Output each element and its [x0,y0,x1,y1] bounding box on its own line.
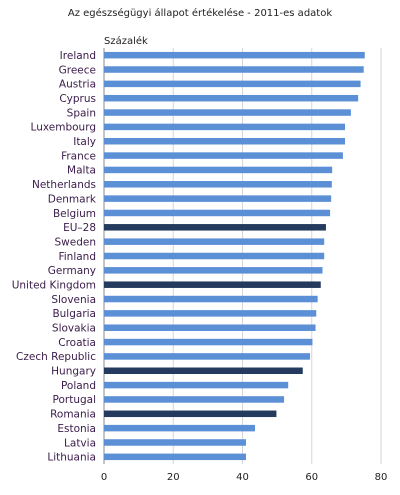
bar-sweden [104,238,325,245]
bar-france [104,152,343,159]
bar-poland [104,381,289,389]
bar-estonia [104,424,255,432]
category-label: Lithuania [47,452,96,464]
bar-bulgaria [104,310,317,317]
category-label: Belgium [53,208,96,220]
x-tick-label: 60 [305,472,318,483]
category-label: Hungary [51,366,96,378]
x-tick-label: 80 [375,472,388,483]
category-label: Denmark [48,193,97,205]
bar-lithuania [104,453,246,461]
x-tick-label: 40 [236,472,249,483]
category-label: Czech Republic [16,351,96,363]
bar-united-kingdom [104,281,321,288]
bar-ireland [104,51,365,59]
category-label: Netherlands [32,179,96,191]
category-label: Portugal [53,394,97,406]
bar-luxembourg [104,123,345,131]
bar-cyprus [104,94,359,102]
bar-croatia [104,338,313,346]
category-label: Malta [67,165,96,177]
category-label: Latvia [64,437,96,449]
bar-greece [104,66,364,73]
category-label: Spain [67,107,96,119]
category-label: Finland [58,251,96,263]
bar-germany [104,267,323,274]
category-label: EU–28 [63,222,96,234]
bar-hungary [104,367,303,375]
x-tick-label: 20 [167,472,180,483]
unit-label: Százalék [104,35,148,47]
category-label: Italy [73,136,96,148]
category-label: Croatia [58,337,96,349]
category-label: Greece [59,64,96,76]
category-label: Sweden [55,236,97,248]
bar-austria [104,80,361,88]
category-label: United Kingdom [12,279,96,291]
bar-finland [104,252,325,260]
bar-malta [104,166,333,174]
bar-portugal [104,396,285,403]
category-label: Germany [48,265,96,277]
category-label: Slovakia [52,323,96,335]
x-tick-label: 0 [101,472,107,483]
category-label: France [61,150,96,162]
bar-belgium [104,209,331,217]
category-label: Estonia [57,423,96,435]
category-label: Cyprus [59,93,96,105]
bar-czech-republic [104,353,311,360]
bar-latvia [104,439,246,446]
bar-eu-28 [104,224,326,231]
bar-spain [104,109,351,116]
category-label: Romania [50,409,96,421]
bar-denmark [104,195,332,202]
bar-netherlands [104,181,332,188]
bar-italy [104,137,345,145]
category-label: Poland [61,380,96,392]
chart-title: Az egészségügyi állapot értékelése - 201… [68,7,332,19]
category-label: Austria [59,79,96,91]
category-label: Slovenia [51,294,96,306]
bar-romania [104,410,277,418]
category-label: Luxembourg [31,122,96,134]
bar-slovakia [104,324,316,331]
category-label: Ireland [60,50,96,62]
category-label: Bulgaria [52,308,96,320]
bar-slovenia [104,295,318,303]
